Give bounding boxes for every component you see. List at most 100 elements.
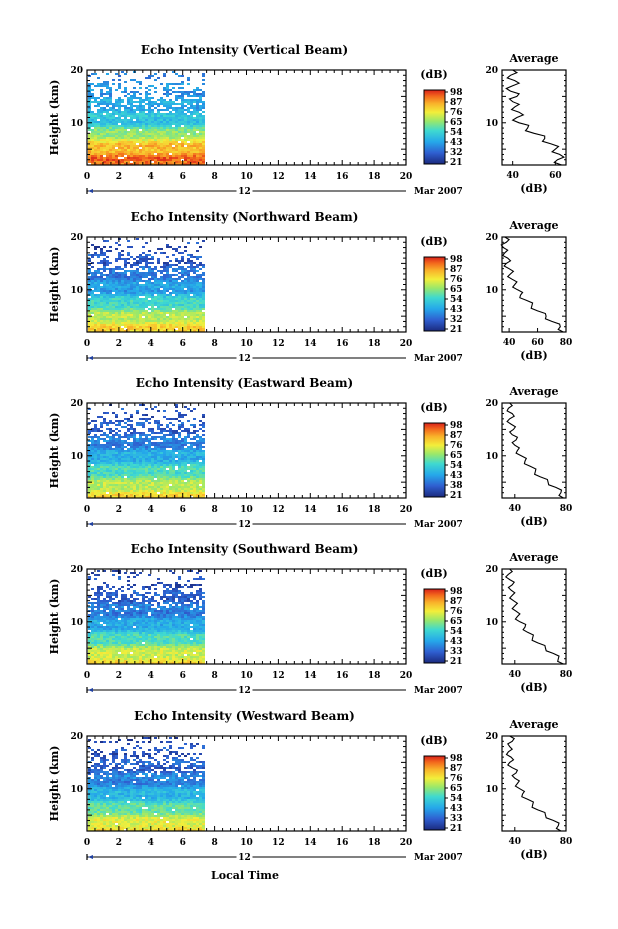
heatmap-cell — [151, 147, 154, 149]
heatmap-cell — [106, 312, 109, 314]
heatmap-cell — [166, 149, 169, 151]
heatmap-cell — [115, 308, 118, 310]
heatmap-cell — [184, 630, 187, 632]
heatmap-cell — [151, 628, 154, 630]
heatmap-cell — [181, 270, 184, 272]
heatmap-cell — [112, 636, 115, 638]
heatmap-cell — [91, 262, 94, 264]
heatmap-cell — [193, 270, 196, 272]
heatmap-cell — [184, 650, 187, 652]
heatmap-cell — [100, 310, 103, 312]
heatmap-cell — [94, 270, 97, 272]
heatmap-cell — [187, 288, 190, 290]
heatmap-cell — [202, 127, 205, 129]
heatmap-cell — [136, 652, 139, 654]
heatmap-cell — [106, 161, 109, 163]
heatmap-cell — [139, 658, 142, 660]
heatmap-cell — [136, 466, 139, 468]
heatmap-cell — [100, 438, 103, 440]
heatmap-cell — [184, 109, 187, 111]
heatmap-cell — [154, 496, 157, 498]
heatmap-cell — [130, 448, 133, 450]
heatmap-cell — [118, 422, 121, 424]
heatmap-cell — [91, 428, 94, 430]
heatmap-cell — [124, 141, 127, 143]
heatmap-cell — [145, 284, 148, 286]
heatmap-cell — [166, 119, 169, 121]
heatmap-cell — [163, 440, 166, 442]
heatmap-cell — [169, 652, 172, 654]
heatmap-cell — [109, 137, 112, 139]
heatmap-cell — [193, 310, 196, 312]
heatmap-cell — [175, 97, 178, 99]
heatmap-cell — [142, 454, 145, 456]
heatmap-cell — [151, 308, 154, 310]
heatmap-cell — [112, 115, 115, 117]
heatmap-cell — [124, 472, 127, 474]
heatmap-cell — [157, 119, 160, 121]
heatmap-cell — [148, 161, 151, 163]
heatmap-cell — [172, 464, 175, 466]
heatmap-cell — [202, 312, 205, 314]
heatmap-cell — [127, 626, 130, 628]
heatmap-cell — [139, 422, 142, 424]
heatmap-cell — [193, 648, 196, 650]
x-tick-label: 10 — [240, 339, 253, 349]
heatmap-cell — [97, 496, 100, 498]
heatmap-cell — [136, 322, 139, 324]
heatmap-cell — [154, 642, 157, 644]
heatmap-cell — [97, 131, 100, 133]
heatmap-cell — [118, 276, 121, 278]
heatmap-cell — [139, 322, 142, 324]
heatmap-cell — [175, 330, 178, 332]
heatmap-cell — [130, 290, 133, 292]
heatmap-cell — [202, 486, 205, 488]
heatmap-cell — [154, 300, 157, 302]
heatmap-cell — [181, 115, 184, 117]
heatmap-cell — [109, 450, 112, 452]
heatmap-cell — [202, 330, 205, 332]
heatmap-cell — [112, 282, 115, 284]
heatmap-cell — [196, 159, 199, 161]
heatmap-cell — [130, 276, 133, 278]
heatmap-cell — [112, 103, 115, 105]
heatmap-cell — [154, 458, 157, 460]
heatmap-cell — [142, 161, 145, 163]
heatmap-cell — [100, 430, 103, 432]
heatmap-cell — [175, 476, 178, 478]
heatmap-cell — [127, 456, 130, 458]
heatmap-cell — [181, 624, 184, 626]
heatmap-cell — [196, 256, 199, 258]
heatmap-cell — [118, 149, 121, 151]
heatmap-cell — [181, 416, 184, 418]
heatmap-cell — [97, 462, 100, 464]
heatmap-cell — [103, 151, 106, 153]
heatmap-cell — [175, 624, 178, 626]
heatmap-cell — [193, 436, 196, 438]
heatmap-cell — [196, 304, 199, 306]
heatmap-cell — [112, 458, 115, 460]
heatmap-cell — [109, 654, 112, 656]
heatmap-cell — [175, 488, 178, 490]
heatmap-cell — [121, 268, 124, 270]
heatmap-cell — [94, 424, 97, 426]
heatmap-cell — [154, 131, 157, 133]
heatmap-cell — [166, 624, 169, 626]
heatmap-cell — [163, 430, 166, 432]
heatmap-cell — [139, 298, 142, 300]
heatmap-cell — [106, 153, 109, 155]
heatmap-cell — [97, 456, 100, 458]
heatmap-cell — [133, 113, 136, 115]
heatmap-cell — [181, 442, 184, 444]
heatmap-cell — [112, 646, 115, 648]
heatmap-cell — [115, 438, 118, 440]
heatmap-cell — [118, 117, 121, 119]
heatmap-cell — [154, 652, 157, 654]
heatmap-cell — [127, 147, 130, 149]
heatmap-cell — [202, 274, 205, 276]
heatmap-cell — [88, 622, 91, 624]
heatmap-cell — [169, 314, 172, 316]
heatmap-cell — [172, 654, 175, 656]
heatmap-cell — [106, 141, 109, 143]
heatmap-cell — [124, 276, 127, 278]
